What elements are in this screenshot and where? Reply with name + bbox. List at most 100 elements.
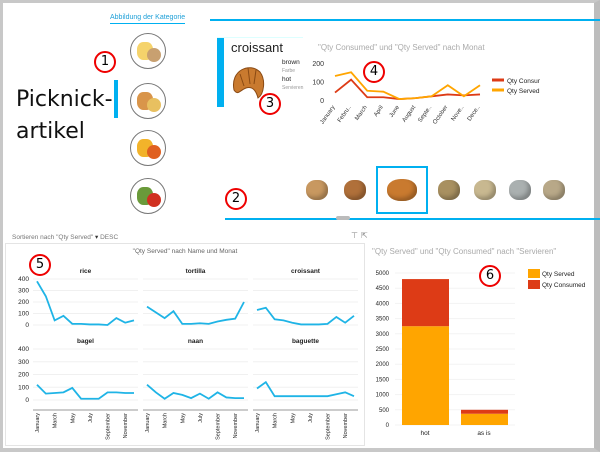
series-line-qty-consumed	[334, 78, 481, 100]
filter-icon[interactable]: ⊤	[351, 231, 358, 240]
fruit-icon[interactable]	[130, 130, 166, 166]
bar-hot-qty-served	[402, 326, 449, 425]
small-multiples-chart[interactable]: rice 400 300 200 100 0 tortilla croissant bagel 4…	[5, 255, 365, 445]
x-tick-label: hot	[420, 430, 429, 437]
croissant-image	[233, 67, 265, 99]
panel-line-baguette	[256, 380, 355, 398]
y-tick-label: 0	[320, 98, 324, 105]
category-slicer-title: Abbildung der Kategorie	[110, 14, 186, 24]
title-accent-bar	[114, 80, 118, 118]
tile-strip-divider	[225, 218, 600, 220]
y-tick-label: 5000	[376, 271, 390, 277]
y-tick-label: 100	[18, 311, 29, 318]
panel-title: rice	[80, 268, 92, 275]
callout-5: 5	[29, 254, 51, 276]
legend-label: Qty Consumed	[542, 282, 586, 289]
x-tick-label: March	[273, 413, 279, 428]
y-tick-label: 1000	[376, 393, 390, 399]
y-tick-label: 100	[312, 80, 324, 87]
x-tick-label: January	[255, 413, 261, 433]
y-tick-label: 200	[18, 372, 29, 379]
card-accent-bar	[217, 38, 224, 107]
x-tick-label: July	[198, 413, 204, 423]
tile-croissant[interactable]	[376, 166, 428, 214]
tile-bagel[interactable]	[432, 170, 466, 210]
x-tick-label: Dece..	[467, 104, 482, 122]
x-tick-label: November	[233, 413, 239, 439]
page-title: Picknick-artikel	[16, 87, 113, 144]
callout-1: 1	[94, 51, 116, 73]
x-tick-label: Septe..	[417, 104, 433, 123]
y-tick-label: 4500	[376, 286, 390, 292]
x-tick-label: November	[343, 413, 349, 439]
panel-line-rice	[36, 280, 135, 326]
sort-label: Sortieren nach "Qty Served"	[12, 234, 94, 241]
tile-rice[interactable]	[503, 170, 537, 210]
x-tick-label: May	[180, 413, 186, 424]
x-tick-label: January	[35, 413, 41, 433]
y-tick-label: 0	[386, 423, 390, 429]
callout-6: 6	[479, 265, 501, 287]
bar-hot-qty-consumed	[402, 279, 449, 327]
panel-title: naan	[188, 338, 203, 345]
panel-line-croissant	[256, 306, 355, 326]
x-tick-label: July	[88, 413, 94, 423]
sort-order[interactable]: DESC	[100, 234, 119, 241]
serving-value: hot	[282, 76, 292, 83]
panel-line-naan	[146, 384, 244, 400]
month-chart-title: "Qty Consumed" und "Qty Served" nach Mon…	[318, 43, 485, 52]
x-tick-label: Febru..	[337, 104, 353, 123]
legend-swatch	[528, 280, 540, 289]
panel-line-tortilla	[146, 301, 245, 325]
y-tick-label: 400	[18, 276, 29, 283]
tile-bread-roll[interactable]	[300, 170, 334, 210]
bar-as-is-qty-served	[461, 413, 508, 425]
y-tick-label: 300	[18, 359, 29, 366]
tile-baguette[interactable]	[338, 170, 372, 210]
callout-2: 2	[225, 188, 247, 210]
x-tick-label: May	[70, 413, 76, 424]
x-tick-label: January	[145, 413, 151, 433]
sort-control[interactable]: Sortieren nach "Qty Served" ▾ DESC	[12, 233, 118, 241]
panel-line-bagel	[36, 384, 134, 400]
x-tick-label: as is	[477, 430, 491, 437]
callout-3: 3	[259, 93, 281, 115]
y-tick-label: 0	[25, 322, 29, 329]
x-tick-label: March	[163, 413, 169, 428]
legend-label: Qty Consumed	[507, 78, 540, 85]
bread-icon[interactable]	[130, 83, 166, 119]
y-tick-label: 2500	[376, 347, 390, 353]
bar-as-is-qty-consumed	[461, 409, 508, 414]
x-tick-label: April	[373, 105, 385, 118]
x-tick-label: November	[123, 413, 129, 439]
x-tick-label: September	[326, 413, 332, 440]
tile-scrollbar[interactable]	[336, 216, 350, 220]
series-line-qty-served	[334, 71, 481, 100]
panel-title: bagel	[77, 338, 94, 345]
sort-dropdown-icon[interactable]: ▾	[95, 234, 99, 241]
panel-title: croissant	[291, 268, 321, 275]
popout-icon[interactable]: ⇱	[361, 231, 368, 240]
x-tick-label: January	[319, 105, 336, 126]
vegetables-icon[interactable]	[130, 178, 166, 214]
tile-tortilla[interactable]	[537, 170, 571, 210]
x-tick-label: September	[216, 413, 222, 440]
x-tick-label: July	[308, 413, 314, 423]
x-tick-label: March	[354, 105, 368, 122]
x-tick-label: September	[106, 413, 112, 440]
stacked-bar-chart[interactable]: 5000450040003500300025002000150010005000…	[365, 262, 595, 442]
bar-chart-title: "Qty Served" und "Qty Consumed" nach "Se…	[372, 247, 557, 256]
y-tick-label: 3500	[376, 317, 390, 323]
drinks-icon[interactable]	[130, 33, 166, 69]
tile-naan[interactable]	[468, 170, 502, 210]
y-tick-label: 400	[18, 346, 29, 353]
y-tick-label: 0	[25, 397, 29, 404]
multiples-title: "Qty Served" nach Name und Monat	[132, 248, 238, 255]
y-tick-label: 500	[379, 408, 390, 414]
y-tick-label: 100	[18, 384, 29, 391]
y-tick-label: 1500	[376, 377, 390, 383]
y-tick-label: 4000	[376, 301, 390, 307]
x-tick-label: August	[402, 104, 418, 123]
